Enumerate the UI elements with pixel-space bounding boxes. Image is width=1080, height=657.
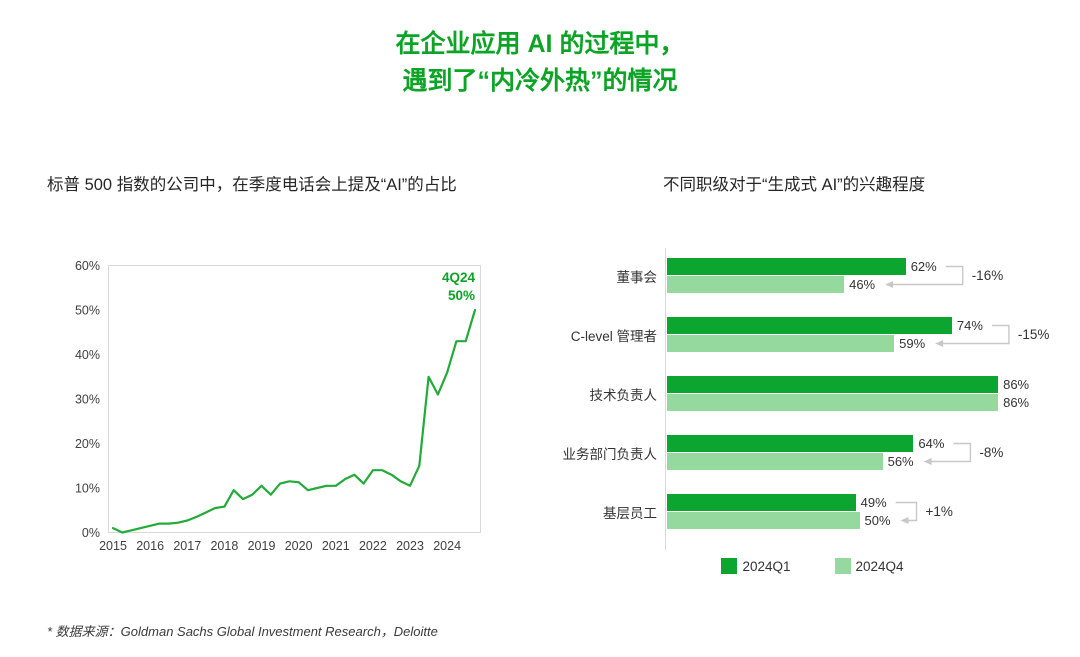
- bar-2024q1: [667, 258, 906, 275]
- page-title-line1: 在企业应用 AI 的过程中，: [395, 30, 685, 58]
- bar-2024q4: [667, 512, 860, 529]
- x-axis-tick-label: 2018: [210, 539, 238, 553]
- delta-label: -8%: [979, 445, 1004, 460]
- line-chart-svg: 0% 10% 20% 30% 40% 50% 60% 2015 2016 2017 2018 2019…: [75, 259, 481, 553]
- legend-swatch-2024q1: [721, 558, 738, 574]
- bar-chart-legend: 2024Q1 2024Q4: [545, 558, 1080, 574]
- x-axis-tick-label: 2021: [322, 539, 350, 553]
- category-label: 业务部门负责人: [562, 446, 658, 462]
- annotation-value: 50%: [448, 288, 475, 303]
- bar-row: C-level 管理者 74% 59% -15%: [545, 317, 1080, 357]
- x-axis-tick-label: 2023: [396, 539, 424, 553]
- bar-chart: 董事会 62% 46% -16% C-level 管理者 74% 59% -15% 技术负责人 8…: [545, 248, 1080, 553]
- bar-row: 董事会 62% 46% -16%: [545, 258, 1080, 298]
- y-axis-tick-label: 60%: [75, 259, 100, 273]
- bar-row: 基层员工 49% 50% +1%: [545, 494, 1080, 534]
- category-label: 董事会: [616, 269, 658, 285]
- y-axis-tick-label: 10%: [75, 482, 100, 496]
- bar-value-label: 50%: [864, 513, 891, 528]
- x-axis-tick-label: 2020: [285, 539, 313, 553]
- category-label: 技术负责人: [589, 387, 658, 403]
- bar-value-label: 64%: [918, 436, 945, 451]
- bar-2024q1: [667, 317, 952, 334]
- bar-2024q4: [667, 276, 845, 293]
- y-axis-tick-label: 20%: [75, 437, 100, 451]
- x-axis-tick-label: 2019: [248, 539, 276, 553]
- bar-row: 业务部门负责人 64% 56% -8%: [545, 435, 1080, 475]
- x-axis-tick-label: 2017: [173, 539, 201, 553]
- bar-value-label: 59%: [899, 336, 926, 351]
- bar-2024q4: [667, 394, 999, 411]
- legend-swatch-2024q4: [834, 558, 851, 574]
- bar-value-label: 74%: [956, 318, 983, 333]
- bar-value-label: 56%: [887, 454, 914, 469]
- bar-value-label: 86%: [1003, 395, 1030, 410]
- legend-label-2024q1: 2024Q1: [742, 558, 791, 574]
- y-axis-tick-label: 30%: [75, 393, 100, 407]
- arrow-left-icon: [923, 458, 932, 465]
- bar-2024q1: [667, 435, 914, 452]
- bar-2024q1: [667, 494, 856, 511]
- x-axis-tick-label: 2015: [99, 539, 127, 553]
- annotation-quarter: 4Q24: [442, 270, 476, 285]
- source-footnote: * 数据来源：Goldman Sachs Global Investment R…: [47, 624, 438, 639]
- delta-label: -16%: [971, 268, 1004, 283]
- bar-2024q1: [667, 376, 999, 393]
- x-axis-tick-label: 2016: [136, 539, 164, 553]
- legend-item-2024q1: 2024Q1: [721, 558, 791, 574]
- x-axis-tick-label: 2022: [359, 539, 387, 553]
- arrow-left-icon: [900, 517, 909, 524]
- plot-border: [108, 265, 481, 533]
- category-label: C-level 管理者: [570, 328, 657, 344]
- page-title-line2: 遇到了“内冷外热”的情况: [402, 67, 678, 95]
- right-chart-title: 不同职级对于“生成式 AI”的兴趣程度: [663, 176, 926, 194]
- x-axis-tick-label: 2024: [433, 539, 461, 553]
- arrow-left-icon: [935, 340, 944, 347]
- bar-2024q4: [667, 335, 895, 352]
- bar-value-label: 62%: [910, 259, 937, 274]
- bar-2024q4: [667, 453, 883, 470]
- delta-label: -15%: [1017, 327, 1050, 342]
- arrow-left-icon: [885, 281, 894, 288]
- y-axis-tick-label: 0%: [82, 526, 100, 540]
- page-title: 在企业应用 AI 的过程中， 遇到了“内冷外热”的情况: [0, 26, 1080, 100]
- bar-row: 技术负责人 86% 86%: [545, 376, 1080, 416]
- left-chart-title: 标普 500 指数的公司中，在季度电话会上提及“AI”的占比: [47, 176, 457, 194]
- ai-mentions-line: [111, 308, 477, 534]
- line-chart: 0% 10% 20% 30% 40% 50% 60% 2015 2016 2017 2018 2019…: [62, 252, 492, 557]
- bar-value-label: 49%: [860, 495, 887, 510]
- legend-label-2024q4: 2024Q4: [855, 558, 904, 574]
- delta-label: +1%: [925, 504, 953, 519]
- legend-item-2024q4: 2024Q4: [834, 558, 904, 574]
- y-axis-tick-label: 40%: [75, 348, 100, 362]
- category-label: 基层员工: [603, 505, 657, 521]
- bar-chart-axis-line: [665, 248, 666, 550]
- bar-value-label: 86%: [1003, 377, 1030, 392]
- bar-value-label: 46%: [849, 277, 876, 292]
- y-axis-tick-label: 50%: [75, 304, 100, 318]
